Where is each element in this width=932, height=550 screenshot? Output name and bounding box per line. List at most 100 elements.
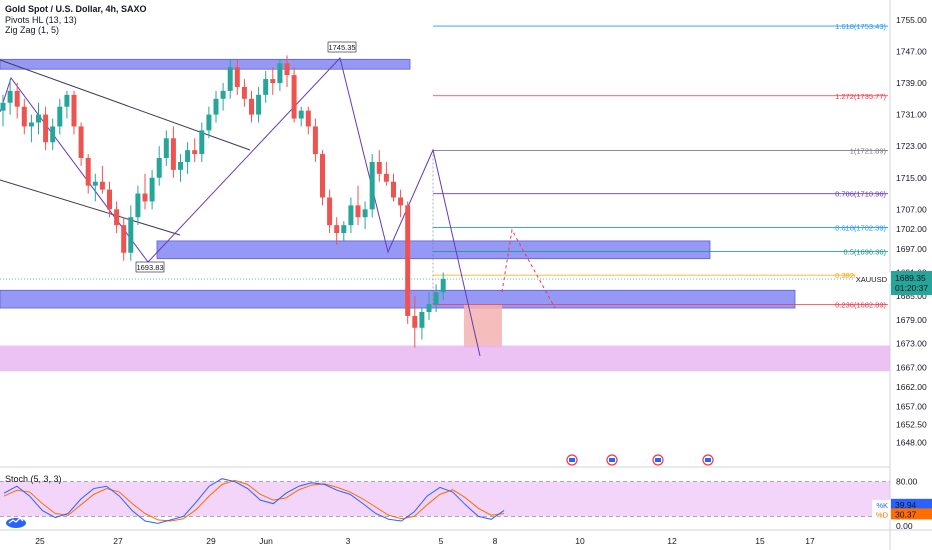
candle-body [362, 209, 368, 218]
price-tick-label: 1667.00 [896, 362, 927, 372]
stoch-d-tag-bg [872, 509, 890, 520]
candle-body [277, 63, 283, 84]
event-flag-fill [655, 458, 661, 462]
candle-body [57, 106, 63, 127]
candle-body [327, 197, 333, 226]
zigzag-line [0, 56, 481, 357]
candle-body [170, 138, 176, 170]
time-tick-label: 15 [755, 536, 765, 546]
candle-body [128, 217, 134, 253]
candle-body [241, 86, 247, 99]
price-tick-label: 1662.00 [896, 382, 927, 392]
candle-body [234, 67, 240, 87]
candle-body [64, 94, 70, 107]
time-tick-label: 17 [805, 536, 815, 546]
candle-body [433, 292, 439, 305]
stoch-title: Stoch (5, 3, 3) [5, 474, 62, 484]
price-tick-label: 1715.00 [896, 173, 927, 183]
price-tick-label: 1747.00 [896, 46, 927, 56]
stoch-d-tag: %D [876, 510, 889, 519]
stoch-band [0, 481, 890, 517]
candle-body [440, 279, 446, 293]
trend-line-upper [0, 59, 251, 151]
stoch-k-value: 39.94 [895, 500, 917, 510]
fib-level-label: 0.786(1710.96) [835, 190, 886, 199]
stoch-k-tag: %K [876, 501, 888, 510]
candle-body [426, 304, 432, 312]
event-flag-fill [569, 458, 575, 462]
chart-legend: Gold Spot / U.S. Dollar, 4h, SAXO Pivots… [5, 4, 147, 36]
price-tick-label: 1731.00 [896, 110, 927, 120]
fib-level-label: 0.618(1702.39) [835, 224, 886, 233]
candle-body [199, 130, 205, 155]
candle-body [227, 67, 233, 91]
candle-body [369, 161, 375, 210]
candle-body [21, 106, 27, 127]
candle-body [312, 126, 318, 155]
candle-body [213, 98, 219, 115]
candle-body [341, 225, 347, 234]
candle-body [142, 193, 148, 202]
candle-body [107, 189, 112, 210]
event-flag-fill [705, 458, 711, 462]
candle-body [156, 158, 162, 178]
time-tick-label: 5 [439, 536, 444, 546]
candle-body [270, 79, 276, 84]
candle-body [256, 94, 262, 115]
candle-body [178, 161, 183, 170]
pivot-label-box [327, 41, 357, 53]
candle-body [135, 193, 141, 218]
legend-indicator-pivots: Pivots HL (13, 13) [5, 14, 77, 25]
candle-body [71, 94, 77, 127]
candle-body [192, 150, 198, 155]
candle-body [99, 181, 105, 190]
pivot-label: 1745.35 [328, 43, 355, 52]
fib-level-label: 1.618(1753.43) [835, 22, 886, 31]
stoch-d-value: 30.37 [895, 509, 917, 519]
time-tick-label: 27 [113, 536, 123, 546]
countdown-label: 01:20:37 [895, 283, 928, 293]
candle-body [85, 158, 91, 186]
candle-body [320, 154, 325, 198]
fib-level-label: 0.236(1682.89) [835, 301, 886, 310]
fib-level-label: 1.272(1735.77) [835, 92, 886, 101]
candle-body [291, 75, 297, 119]
candle-body [376, 161, 382, 174]
candle-body [405, 205, 411, 316]
time-tick-label: 25 [35, 536, 45, 546]
price-tick-label: 1657.00 [896, 402, 927, 412]
price-tick-label: 1685.00 [896, 291, 927, 301]
legend-indicator-zigzag: Zig Zag (1, 5) [5, 25, 60, 35]
time-tick-label: 29 [206, 536, 216, 546]
candle-body [0, 102, 6, 111]
price-tick-label: 1707.00 [896, 204, 927, 214]
candle-body [43, 114, 49, 143]
price-tick-label: 1679.00 [896, 315, 927, 325]
zone-rect [0, 58, 411, 70]
candle-body [249, 98, 254, 115]
candle-body [355, 205, 361, 218]
stoch-d-line [3, 479, 505, 522]
time-tick-label: 12 [667, 536, 677, 546]
time-tick-label: 8 [493, 536, 498, 546]
candle-body [419, 311, 425, 328]
legend-title: Gold Spot / U.S. Dollar, 4h, SAXO [5, 4, 147, 14]
candle-body [298, 110, 304, 119]
time-tick-label: 3 [346, 536, 351, 546]
last-price-label: 1689.35 [895, 273, 926, 283]
candle-body [121, 225, 127, 253]
candle-body [220, 90, 226, 99]
price-tick-label: 1673.00 [896, 339, 927, 349]
candle-body [114, 209, 120, 226]
candle-body [185, 150, 191, 162]
price-tick-label: 1755.00 [896, 15, 927, 25]
fib-level-label: 1(1721.89) [850, 147, 887, 156]
time-tick-label: 10 [575, 536, 585, 546]
zone-rect [0, 345, 890, 372]
price-tick-label: 1702.00 [896, 224, 927, 234]
candle-body [348, 205, 354, 226]
candle-body [149, 177, 155, 202]
pivot-label-box [135, 261, 165, 273]
projection-path [501, 228, 556, 309]
